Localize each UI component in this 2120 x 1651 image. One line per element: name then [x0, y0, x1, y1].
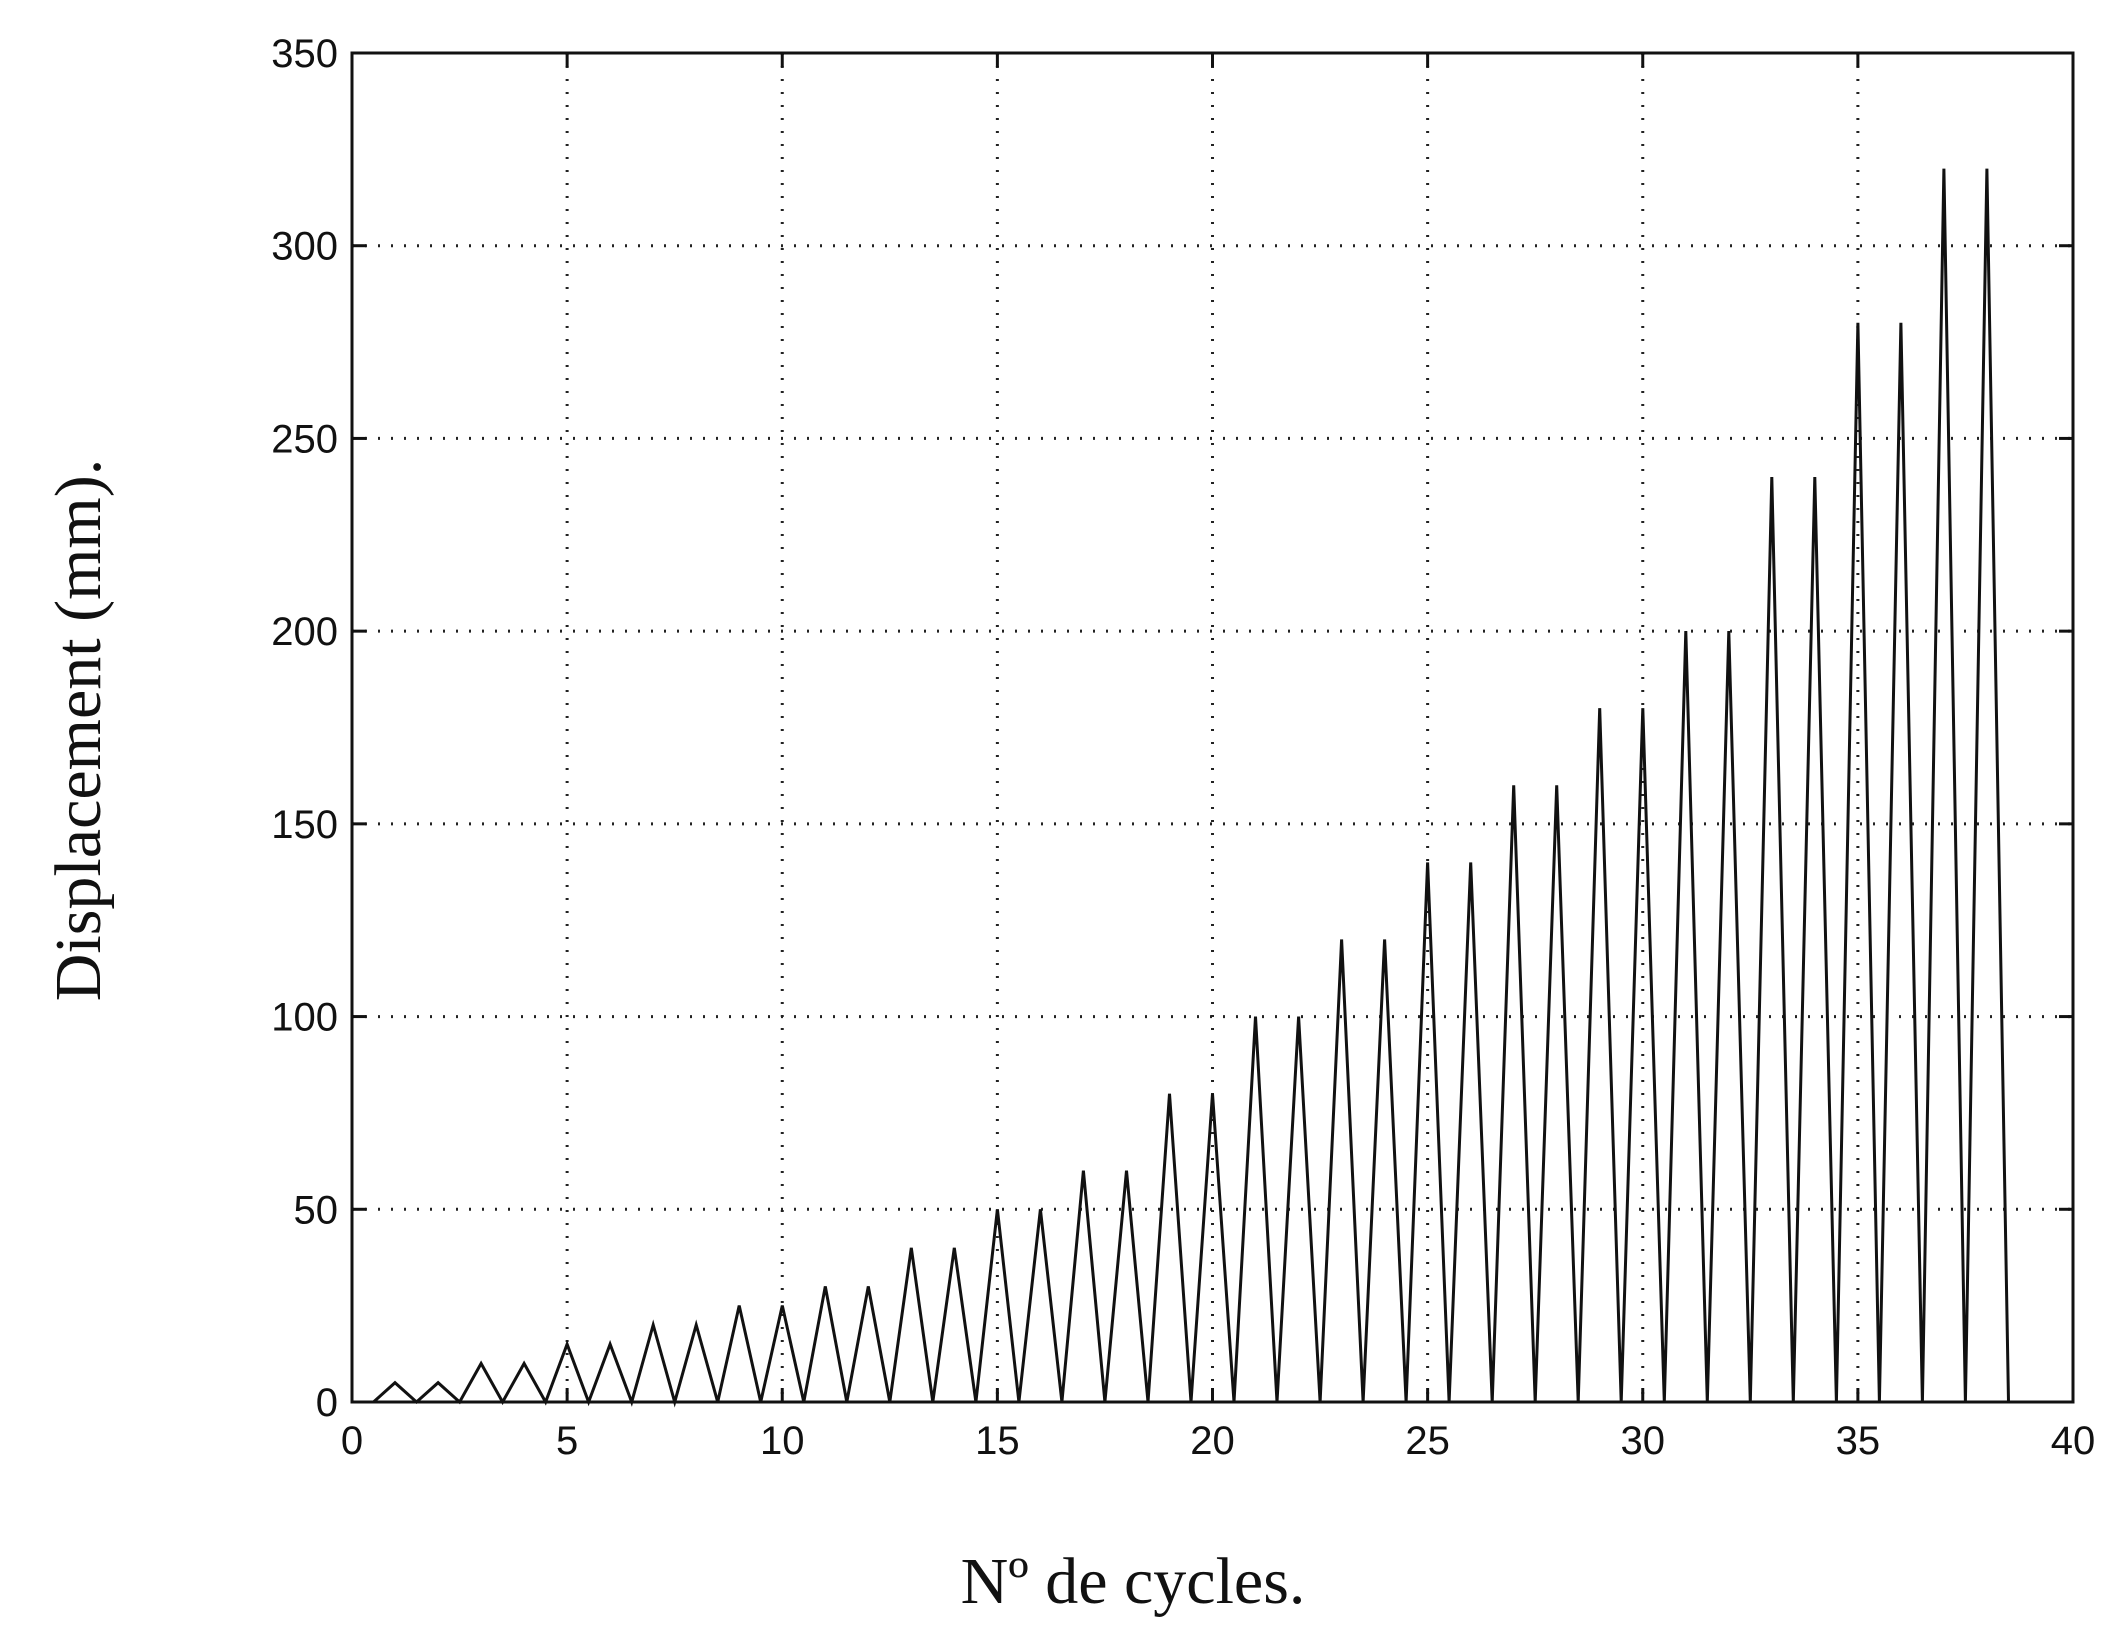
x-tick-label: 40 [2051, 1419, 2096, 1463]
y-tick-label: 0 [316, 1381, 338, 1425]
x-tick-label: 30 [1621, 1419, 1666, 1463]
x-axis-label: Nº de cycles. [961, 1545, 1306, 1618]
y-axis-tick-labels: 0 50 100 150 200 250 300 350 [271, 32, 338, 1425]
axis-ticks [350, 51, 2075, 1404]
y-tick-label: 300 [271, 225, 338, 269]
y-tick-label: 350 [271, 32, 338, 76]
x-axis-tick-labels: 0 5 10 15 20 25 30 35 40 [341, 1419, 2095, 1463]
y-tick-label: 200 [271, 610, 338, 654]
y-tick-label: 150 [271, 803, 338, 847]
x-tick-label: 5 [556, 1419, 578, 1463]
x-tick-label: 0 [341, 1419, 363, 1463]
plot-area-frame [350, 51, 2075, 1404]
x-tick-label: 25 [1405, 1419, 1450, 1463]
y-axis-label: Displacement (mm). [42, 459, 115, 1002]
y-tick-label: 50 [294, 1188, 339, 1232]
x-tick-label: 20 [1190, 1419, 1235, 1463]
x-tick-label: 35 [1836, 1419, 1881, 1463]
grid-lines [352, 53, 2073, 1402]
y-tick-label: 100 [271, 996, 338, 1040]
y-tick-label: 250 [271, 417, 338, 461]
displacement-series-line [372, 168, 2010, 1408]
x-tick-label: 10 [760, 1419, 805, 1463]
x-tick-label: 15 [975, 1419, 1020, 1463]
